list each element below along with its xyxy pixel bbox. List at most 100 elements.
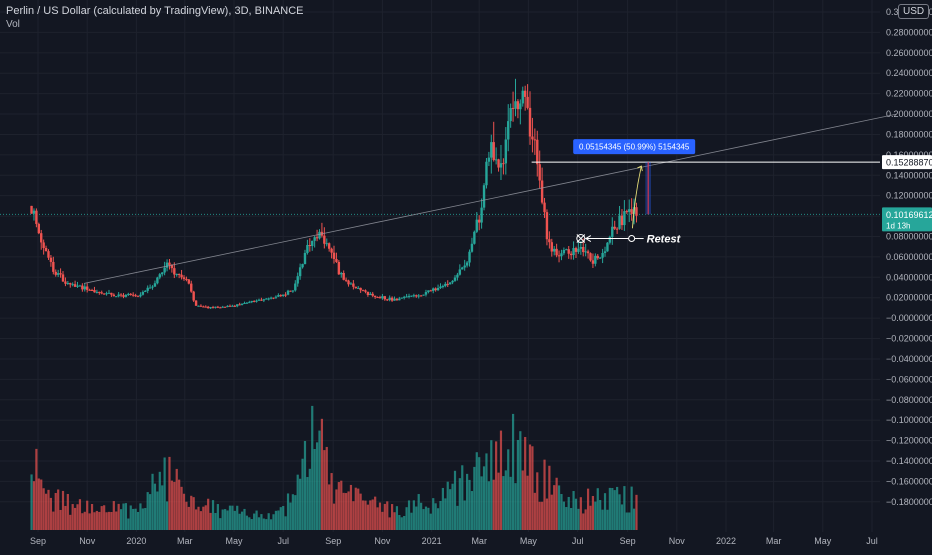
volume-bar (378, 502, 382, 530)
candle-body (219, 307, 222, 309)
candle-body (386, 299, 389, 301)
candle-body (66, 283, 70, 285)
volume-bar (207, 498, 210, 530)
volume-bar (388, 517, 391, 530)
volume-bar (216, 504, 219, 530)
candle-body (81, 285, 84, 290)
volume-bar (574, 498, 578, 530)
x-tick-label: 2020 (126, 536, 146, 546)
candle-body (569, 253, 573, 256)
volume-bar (444, 498, 447, 530)
candle-countdown: 1d 13h (886, 221, 910, 230)
volume-bar (400, 517, 403, 530)
volume-indicator-label[interactable]: Vol (6, 19, 20, 30)
volume-bar (589, 505, 592, 530)
candle-body (490, 142, 493, 158)
volume-bar (209, 512, 212, 530)
volume-bar (54, 493, 57, 530)
candle-body (545, 212, 549, 240)
candle-body (37, 223, 41, 234)
volume-bar (516, 439, 520, 530)
candle-body (523, 90, 527, 97)
volume-bar (199, 511, 203, 530)
candle-body (417, 295, 420, 297)
candle-body (565, 249, 568, 251)
candle-body (422, 294, 425, 296)
candle-body (105, 293, 108, 295)
volume-bar (279, 507, 282, 530)
volume-bar (165, 501, 169, 530)
volume-bar (548, 465, 551, 530)
current-price-tag (882, 207, 932, 232)
volume-bar (163, 457, 166, 530)
volume-bar (509, 476, 512, 530)
candle-body (243, 302, 246, 304)
candle-body (531, 136, 534, 140)
candle-body (260, 299, 263, 301)
candle-body (494, 159, 498, 161)
candle-body (32, 210, 36, 214)
volume-bar (601, 509, 604, 530)
x-tick-label: May (814, 536, 832, 546)
volume-bar (436, 508, 440, 530)
currency-button[interactable]: USD (898, 4, 930, 19)
candle-body (175, 273, 178, 275)
candle-body (567, 249, 570, 254)
candle-body (265, 298, 268, 300)
candle-body (156, 277, 159, 284)
candle-body (141, 291, 145, 295)
volume-bar (74, 507, 77, 530)
candle-body (332, 252, 336, 259)
volume-bar (301, 458, 304, 530)
volume-bar (630, 486, 633, 530)
candle-body (301, 264, 304, 268)
volume-bar (243, 508, 246, 530)
candle-body (507, 121, 510, 140)
candle-body (613, 226, 616, 229)
candle-body (216, 306, 220, 308)
y-tick-label: 0.02000000 (886, 293, 932, 303)
candle-body (407, 295, 411, 297)
y-tick-label: 0.28000000 (886, 27, 932, 37)
candle-body (122, 295, 125, 297)
candle-body (482, 185, 486, 208)
x-tick-label: May (225, 536, 243, 546)
candle-body (434, 288, 437, 291)
volume-bar (432, 498, 435, 530)
candle-body (311, 240, 314, 246)
candle-body (262, 299, 266, 301)
candle-body (473, 231, 476, 244)
volume-bar (359, 493, 362, 530)
volume-bar (197, 506, 200, 530)
candle-body (182, 277, 186, 279)
volume-bar (482, 466, 486, 530)
volume-bar (231, 505, 234, 530)
candle-body (187, 279, 191, 284)
x-tick-label: Jul (866, 536, 878, 546)
volume-bar (570, 507, 573, 530)
candle-body (383, 296, 387, 300)
candle-body (168, 262, 171, 266)
candle-body (550, 242, 553, 252)
candle-body (439, 286, 442, 288)
volume-bar (124, 503, 128, 530)
horizontal-level-label-bg (882, 155, 932, 170)
volume-bar (596, 488, 599, 530)
volume-bar (32, 481, 36, 530)
trendline[interactable] (83, 113, 898, 284)
volume-bar (434, 503, 437, 530)
volume-bar (49, 497, 53, 530)
candle-body (540, 180, 544, 203)
volume-bar (499, 430, 503, 530)
volume-bar (403, 515, 406, 530)
volume-bar (458, 478, 461, 530)
volume-bar (461, 465, 464, 530)
volume-bar (347, 491, 350, 530)
volume-bar (398, 515, 401, 530)
candle-body (252, 300, 256, 302)
target-arrow[interactable] (631, 165, 642, 229)
candle-body (463, 265, 466, 268)
candle-body (415, 295, 418, 297)
